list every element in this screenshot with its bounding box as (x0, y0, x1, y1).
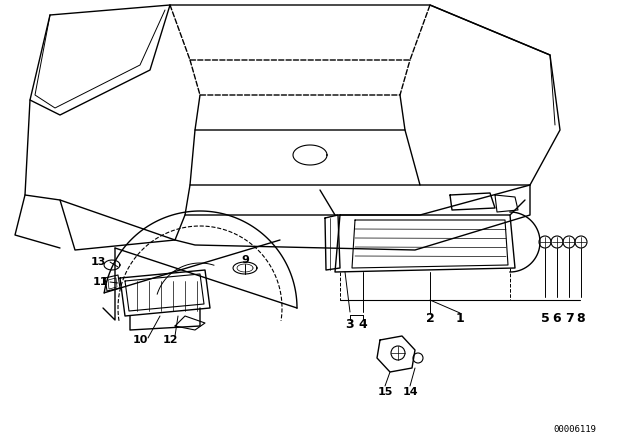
Text: 5: 5 (541, 311, 549, 324)
Text: 00006119: 00006119 (554, 426, 596, 435)
Text: 4: 4 (358, 319, 367, 332)
Text: 13: 13 (90, 257, 106, 267)
Text: 2: 2 (426, 311, 435, 324)
Text: 14: 14 (402, 387, 418, 397)
Text: 1: 1 (456, 311, 465, 324)
Text: 10: 10 (132, 335, 148, 345)
Text: 3: 3 (346, 319, 355, 332)
Text: 15: 15 (378, 387, 393, 397)
Text: 12: 12 (163, 335, 178, 345)
Text: 6: 6 (553, 311, 561, 324)
Text: 11: 11 (92, 277, 108, 287)
Text: 7: 7 (564, 311, 573, 324)
Text: 8: 8 (577, 311, 586, 324)
Text: 9: 9 (241, 255, 249, 265)
